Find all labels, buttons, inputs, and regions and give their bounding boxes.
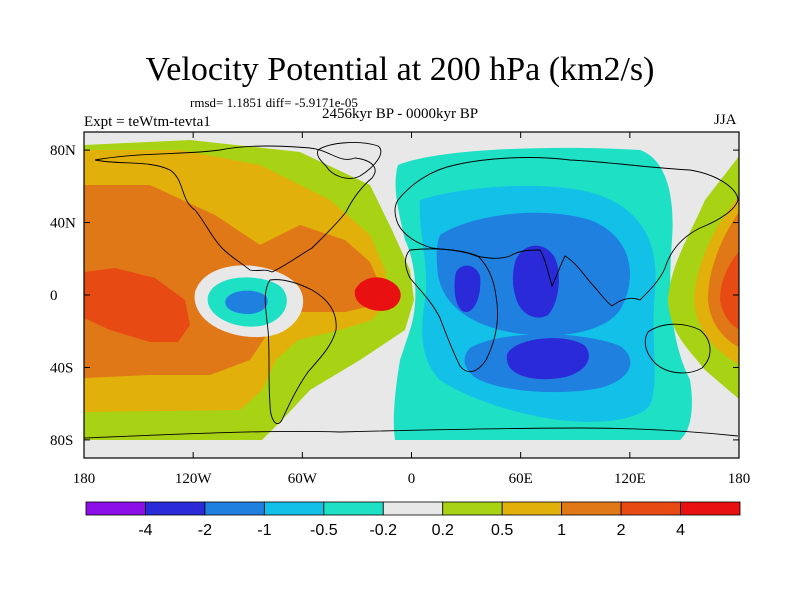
coast-europe-asia [394,157,739,307]
colorbar-swatch [561,501,622,516]
contour-cell-neg-1 [225,290,268,314]
contour-neg-2-south [506,338,589,380]
contour-pos-2-pacific [84,268,190,342]
colorbar-label: -0.2 [369,522,397,539]
coast-south-america [264,279,337,425]
y-tick-label: 40S [50,360,73,376]
colorbar-swatch [323,501,384,516]
colorbar: -4 -2 -1 -0.5 -0.2 0.2 0.5 1 2 4 [85,501,741,539]
coast-north-america [94,145,376,273]
colorbar-swatch [501,501,563,516]
y-tick-label: 40N [50,216,76,232]
x-tick-label: 180 [728,471,751,487]
colorbar-label: 0.5 [491,522,513,539]
colorbar-swatch [442,501,503,516]
x-tick-label: 0 [408,471,416,487]
colorbar-swatch [263,501,325,516]
colorbar-label: 2 [617,522,626,539]
colorbar-label: 0.2 [432,522,454,539]
contour-neg-2-indian [512,245,559,318]
colorbar-swatch [85,501,146,516]
colorbar-swatch [204,501,265,516]
colorbar-label: -4 [138,522,152,539]
coastlines [84,142,739,439]
experiment-label: Expt = teWtm-tevta1 [84,114,211,130]
coast-greenland [317,142,382,179]
colorbar-swatch [382,501,444,516]
x-tick-label: 180 [73,471,96,487]
colorbar-swatch [145,501,206,516]
y-axis: 80N 40N 0 40S 80S [50,143,739,449]
x-tick-label: 60W [288,471,318,487]
colorbar-swatch [680,501,741,516]
chart-title: Velocity Potential at 200 hPa (km2/s) [145,51,655,88]
x-tick-label: 120E [614,471,646,487]
contour-wpac-2 [720,251,739,330]
coast-australia [644,323,711,374]
colorbar-label: -1 [257,522,271,539]
colorbar-label: 4 [676,522,685,539]
coast-antarctica [84,427,739,439]
coast-africa [405,248,498,373]
x-tick-label: 120W [175,471,213,487]
contour-pos-4-atlantic [354,277,401,311]
y-tick-label: 80N [50,143,76,159]
contour-field [84,132,739,458]
x-axis: 180 120W 60W 0 60E 120E 180 [73,132,751,487]
period-label: 2456kyr BP - 0000kyr BP [322,106,479,122]
season-label: JJA [714,112,737,128]
y-tick-label: 0 [50,288,58,304]
stats-label: rmsd= 1.1851 diff= -5.9171e-05 [190,95,358,110]
colorbar-label: -0.5 [310,522,338,539]
colorbar-label: 1 [557,522,566,539]
x-tick-label: 60E [509,471,533,487]
colorbar-label: -2 [198,522,212,539]
contour-neg-2-africa [454,265,481,312]
colorbar-swatch [620,501,681,516]
y-tick-label: 80S [50,433,73,449]
